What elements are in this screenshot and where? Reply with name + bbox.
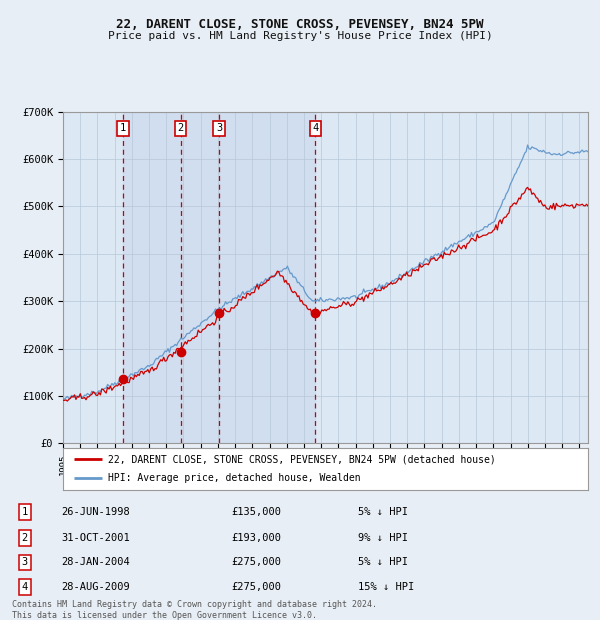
Text: 5% ↓ HPI: 5% ↓ HPI <box>358 557 407 567</box>
Bar <box>219 112 316 443</box>
Text: 1: 1 <box>22 507 28 517</box>
Text: £193,000: £193,000 <box>231 533 281 542</box>
Text: 28-JAN-2004: 28-JAN-2004 <box>61 557 130 567</box>
Text: 22, DARENT CLOSE, STONE CROSS, PEVENSEY, BN24 5PW: 22, DARENT CLOSE, STONE CROSS, PEVENSEY,… <box>116 19 484 31</box>
Text: Price paid vs. HM Land Registry's House Price Index (HPI): Price paid vs. HM Land Registry's House … <box>107 31 493 41</box>
Text: 1: 1 <box>120 123 126 133</box>
Text: 5% ↓ HPI: 5% ↓ HPI <box>358 507 407 517</box>
Text: £275,000: £275,000 <box>231 582 281 592</box>
Text: 3: 3 <box>22 557 28 567</box>
Text: 26-JUN-1998: 26-JUN-1998 <box>61 507 130 517</box>
Bar <box>123 112 181 443</box>
Text: Contains HM Land Registry data © Crown copyright and database right 2024.
This d: Contains HM Land Registry data © Crown c… <box>12 600 377 619</box>
Text: 2: 2 <box>22 533 28 542</box>
Text: £135,000: £135,000 <box>231 507 281 517</box>
Text: 28-AUG-2009: 28-AUG-2009 <box>61 582 130 592</box>
Bar <box>181 112 219 443</box>
Text: HPI: Average price, detached house, Wealden: HPI: Average price, detached house, Weal… <box>107 474 360 484</box>
Text: 9% ↓ HPI: 9% ↓ HPI <box>358 533 407 542</box>
Text: 4: 4 <box>22 582 28 592</box>
Text: 3: 3 <box>216 123 222 133</box>
Text: 2: 2 <box>178 123 184 133</box>
Text: £275,000: £275,000 <box>231 557 281 567</box>
Text: 15% ↓ HPI: 15% ↓ HPI <box>358 582 414 592</box>
Text: 4: 4 <box>312 123 319 133</box>
Text: 22, DARENT CLOSE, STONE CROSS, PEVENSEY, BN24 5PW (detached house): 22, DARENT CLOSE, STONE CROSS, PEVENSEY,… <box>107 454 496 464</box>
Text: 31-OCT-2001: 31-OCT-2001 <box>61 533 130 542</box>
